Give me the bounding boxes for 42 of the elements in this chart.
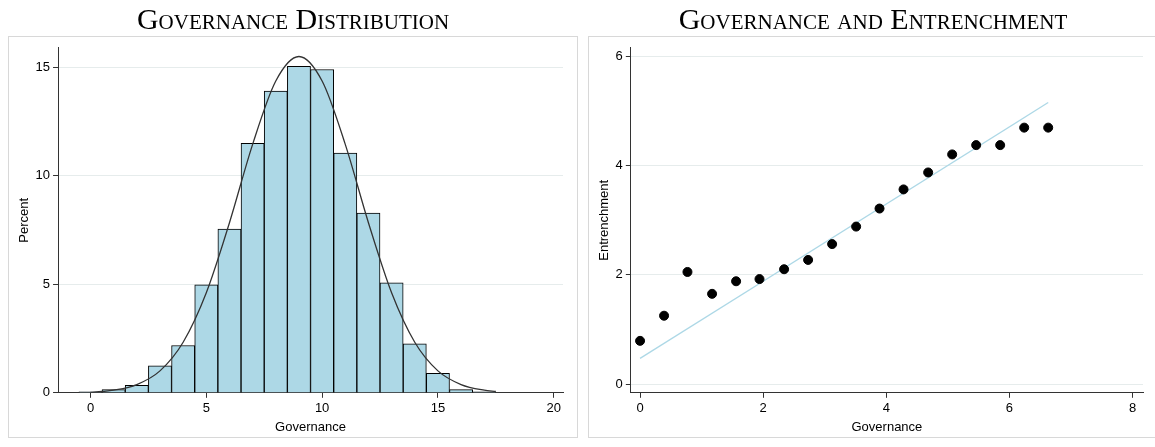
y-tick-label: 4 [615, 156, 623, 172]
y-tick-label: 15 [35, 58, 51, 74]
point [659, 310, 670, 321]
y-tick-label: 6 [615, 47, 623, 63]
point [731, 276, 742, 287]
point [707, 288, 718, 299]
y-tick-label: 10 [35, 167, 51, 183]
point [1019, 122, 1030, 133]
point [1043, 122, 1054, 133]
point [874, 203, 885, 214]
x-tick-label: 15 [430, 400, 446, 416]
y-axis-title: Percent [16, 197, 32, 243]
point [754, 274, 765, 285]
x-tick-label: 0 [636, 400, 644, 416]
point [851, 221, 862, 232]
point [779, 264, 790, 275]
x-axis-title: Governance [275, 418, 346, 434]
point [803, 254, 814, 265]
point [635, 335, 646, 346]
x-tick-label: 6 [1005, 400, 1014, 416]
y-axis-title: Entrenchment [596, 179, 612, 261]
chart-title: Governance and Entrenchment [677, 2, 1069, 36]
y-tick-label: 0 [615, 375, 623, 391]
point [827, 239, 838, 250]
chart-title: Governance Distribution [135, 2, 451, 36]
point [947, 149, 958, 160]
x-tick-label: 4 [882, 400, 890, 416]
point [923, 167, 934, 178]
y-tick-label: 2 [615, 266, 623, 282]
point [898, 184, 909, 195]
x-tick-label: 0 [86, 400, 95, 416]
x-axis-title: Governance [851, 418, 923, 434]
x-tick-label: 10 [314, 400, 330, 416]
x-tick-label: 8 [1128, 400, 1137, 416]
x-tick-label: 2 [759, 400, 767, 416]
x-tick-label: 20 [546, 400, 561, 416]
point [682, 266, 693, 277]
point [995, 140, 1006, 151]
y-tick-label: 5 [42, 275, 51, 291]
y-tick-label: 0 [42, 384, 51, 400]
point [971, 140, 982, 151]
x-tick-label: 5 [202, 400, 210, 416]
